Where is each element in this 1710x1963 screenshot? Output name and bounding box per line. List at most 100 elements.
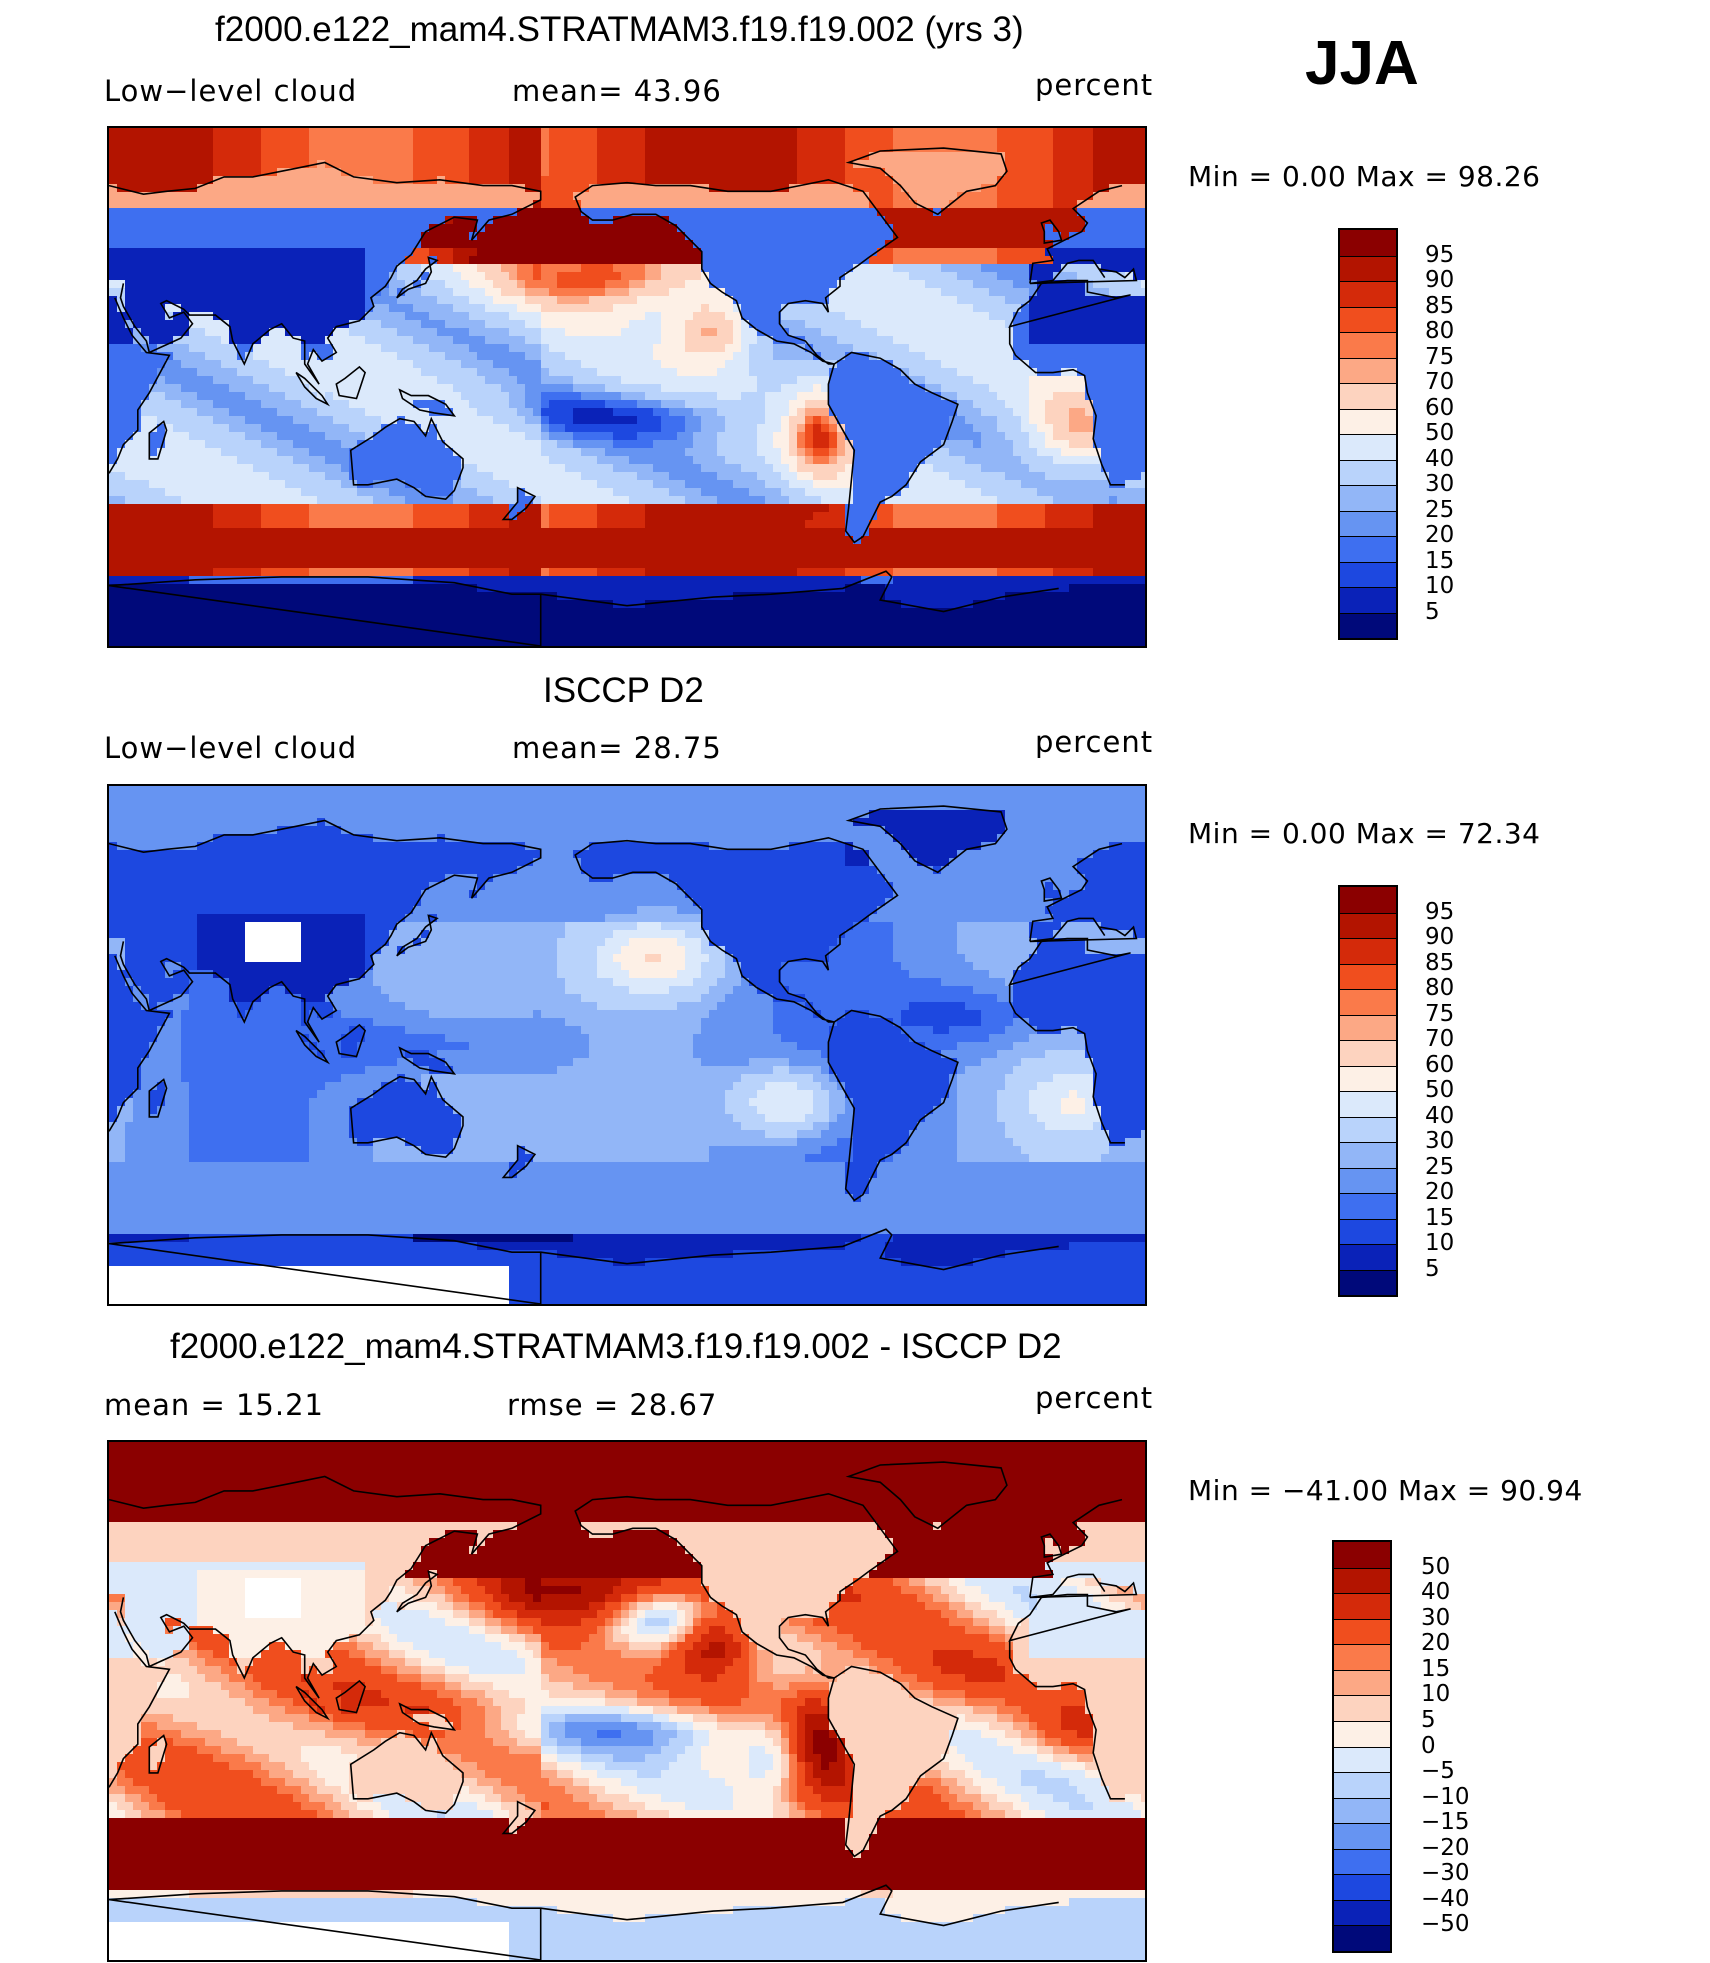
- colorbar-segment: [1334, 1542, 1390, 1568]
- colorbar-segment: [1340, 1218, 1396, 1244]
- panel2-units-label: percent: [1035, 725, 1153, 759]
- coastline: [109, 1593, 1131, 1800]
- colorbar-segment: [1334, 1669, 1390, 1696]
- colorbar-tick-label: 75: [1425, 344, 1454, 370]
- colorbar-segment: [1340, 1269, 1396, 1295]
- colorbar-tick-label: 25: [1425, 1154, 1454, 1180]
- colorbar-tick-label: 40: [1425, 1103, 1454, 1129]
- panel3-colorbar: [1332, 1540, 1392, 1953]
- panel3-mean-label: mean = 15.21: [104, 1388, 324, 1422]
- colorbar-tick-label: 5: [1425, 1256, 1440, 1282]
- coastline: [574, 836, 899, 1023]
- colorbar-tick-label: 20: [1421, 1630, 1450, 1656]
- colorbar-tick-label: 70: [1425, 1026, 1454, 1052]
- colorbar-segment: [1340, 938, 1396, 964]
- colorbar-segment: [1340, 510, 1396, 536]
- coastline: [398, 1702, 457, 1731]
- coastline: [148, 1078, 168, 1118]
- coastline: [335, 365, 367, 400]
- colorbar-tick-label: 40: [1421, 1579, 1450, 1605]
- season-label: JJA: [1305, 28, 1419, 99]
- panel3-minmax: Min = −41.00 Max = 90.94: [1188, 1474, 1583, 1507]
- colorbar-tick-label: 90: [1425, 924, 1454, 950]
- colorbar-segment: [1340, 230, 1396, 256]
- colorbar-segment: [1340, 434, 1396, 460]
- panel3-units-label: percent: [1035, 1381, 1153, 1415]
- coastline: [501, 1800, 537, 1835]
- coastline: [396, 1570, 439, 1613]
- colorbar-tick-label: 15: [1425, 1205, 1454, 1231]
- colorbar-segment: [1334, 1772, 1390, 1798]
- panel1-minmax: Min = 0.00 Max = 98.26: [1188, 160, 1541, 193]
- coastline: [109, 161, 1138, 385]
- colorbar-segment: [1340, 332, 1396, 358]
- panel1-title: f2000.e122_mam4.STRATMAM3.f19.f19.002 (y…: [215, 10, 1024, 50]
- colorbar-segment: [1340, 255, 1396, 281]
- coastline: [295, 371, 331, 407]
- panel2-left-label: Low−level cloud: [104, 731, 357, 765]
- colorbar-tick-label: 20: [1425, 1179, 1454, 1205]
- panel2-colorbar: [1338, 885, 1398, 1297]
- coastline: [335, 1679, 367, 1714]
- colorbar-tick-label: −5: [1421, 1758, 1455, 1784]
- coastline: [148, 1734, 168, 1774]
- colorbar-segment: [1340, 1244, 1396, 1270]
- coastline: [109, 1884, 1059, 1960]
- colorbar-tick-label: 0: [1421, 1733, 1436, 1759]
- colorbar-tick-label: 50: [1421, 1554, 1450, 1580]
- colorbar-segment: [1340, 1167, 1396, 1193]
- colorbar-segment: [1340, 612, 1396, 638]
- panel3-rmse-label: rmse = 28.67: [507, 1388, 717, 1422]
- colorbar-segment: [1334, 1567, 1390, 1594]
- colorbar-tick-label: −50: [1421, 1911, 1470, 1937]
- colorbar-tick-label: 10: [1425, 573, 1454, 599]
- colorbar-tick-label: −20: [1421, 1835, 1470, 1861]
- colorbar-segment: [1334, 1823, 1390, 1849]
- colorbar-tick-label: 10: [1425, 1230, 1454, 1256]
- coastline: [148, 420, 168, 460]
- colorbar-segment: [1340, 1116, 1396, 1142]
- coastline: [845, 805, 1008, 874]
- colorbar-segment: [1334, 1695, 1390, 1721]
- colorbar-segment: [1334, 1797, 1390, 1824]
- colorbar-segment: [1334, 1720, 1390, 1747]
- coastline: [827, 351, 959, 544]
- coastline: [398, 388, 457, 417]
- panel2-minmax: Min = 0.00 Max = 72.34: [1188, 817, 1541, 850]
- coastline: [109, 819, 1138, 1043]
- colorbar-segment: [1340, 1014, 1396, 1040]
- colorbar-tick-label: 60: [1425, 1052, 1454, 1078]
- coastline: [349, 416, 464, 501]
- colorbar-segment: [1340, 989, 1396, 1015]
- colorbar-segment: [1340, 912, 1396, 938]
- map-field: [109, 128, 1145, 646]
- panel3-difference-map: [107, 1440, 1147, 1962]
- panel3-title: f2000.e122_mam4.STRATMAM3.f19.f19.002 - …: [170, 1327, 1062, 1367]
- colorbar-segment: [1334, 1746, 1390, 1773]
- coastline: [349, 1730, 464, 1815]
- coastline: [501, 1144, 537, 1179]
- coastline: [827, 1665, 959, 1858]
- colorbar-segment: [1340, 887, 1396, 913]
- colorbar-segment: [1340, 357, 1396, 383]
- colorbar-segment: [1340, 1065, 1396, 1091]
- colorbar-tick-label: 95: [1425, 899, 1454, 925]
- colorbar-tick-label: 50: [1425, 420, 1454, 446]
- colorbar-tick-label: 70: [1425, 369, 1454, 395]
- coastline: [574, 1492, 899, 1679]
- colorbar-tick-label: 30: [1421, 1605, 1450, 1631]
- colorbar-segment: [1340, 459, 1396, 485]
- coastline: [349, 1074, 464, 1159]
- coastline: [1040, 219, 1063, 245]
- coastline: [1040, 1533, 1063, 1559]
- colorbar-tick-label: 5: [1421, 1707, 1436, 1733]
- colorbar-tick-label: 30: [1425, 1128, 1454, 1154]
- coastline: [396, 256, 439, 299]
- colorbar-segment: [1334, 1644, 1390, 1670]
- colorbar-tick-label: 5: [1425, 599, 1440, 625]
- colorbar-tick-label: 20: [1425, 522, 1454, 548]
- colorbar-tick-label: 15: [1425, 548, 1454, 574]
- colorbar-segment: [1340, 1193, 1396, 1219]
- panel1-mean-label: mean= 43.96: [512, 74, 722, 108]
- colorbar-tick-label: −40: [1421, 1886, 1470, 1912]
